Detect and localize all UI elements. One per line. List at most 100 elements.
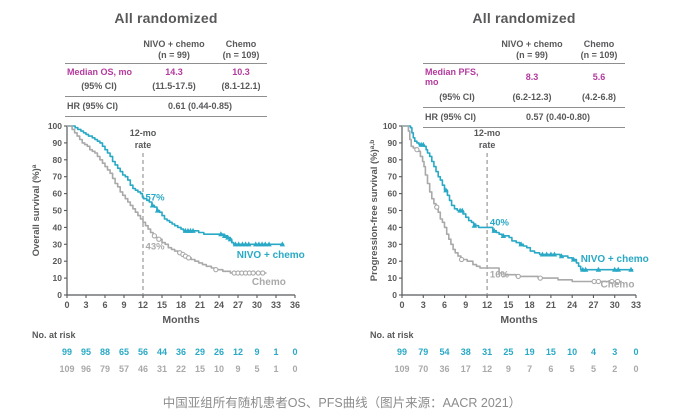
at-risk-value-chemo: 79 xyxy=(100,364,110,374)
censor-mark-circle xyxy=(185,255,192,261)
at-risk-value-nivo: 4 xyxy=(591,347,596,357)
at-risk-value-chemo: 2 xyxy=(612,364,617,374)
x-tick-label: 30 xyxy=(610,300,620,310)
at-risk-value-chemo: 36 xyxy=(440,364,450,374)
y-tick-label: 20 xyxy=(53,256,63,266)
censor-mark-circle xyxy=(156,236,162,242)
ci-row: (95% CI) (6.2-12.3) (4.2-6.8) xyxy=(423,90,625,108)
series-nivo: NIVO + chemo xyxy=(402,125,649,272)
y-tick-label: 100 xyxy=(383,121,397,131)
x-tick-label: 9 xyxy=(463,300,468,310)
hr-label: HR (95% CI) xyxy=(65,96,133,117)
censor-mark-circle xyxy=(250,270,256,276)
at-risk-value-nivo: 36 xyxy=(176,347,186,357)
ref-line-12mo: 12-mo rate xyxy=(474,128,501,295)
at-risk-value-chemo: 12 xyxy=(482,364,492,374)
at-risk-value-nivo: 0 xyxy=(292,347,297,357)
censor-mark-triangle xyxy=(246,241,252,247)
at-risk-value-chemo: 0 xyxy=(633,364,638,374)
at-risk-value-chemo: 7 xyxy=(527,364,532,374)
y-tick-label: 90 xyxy=(388,138,398,148)
rate-annotation: 57% xyxy=(146,192,166,203)
x-tick-label: 15 xyxy=(503,300,513,310)
x-tick-label: 24 xyxy=(214,300,224,310)
at-risk-value-chemo: 70 xyxy=(418,364,428,374)
censor-mark-triangle xyxy=(539,251,546,257)
y-tick-label: 40 xyxy=(388,222,398,232)
at-risk-value-nivo: 99 xyxy=(397,347,407,357)
series-chemo: Chemo xyxy=(402,125,635,290)
pfs-summary-table: NIVO + chemo (n = 99) Chemo (n = 109) Medi… xyxy=(423,37,625,128)
censor-mark-triangle xyxy=(491,227,497,233)
series-label-chemo: Chemo xyxy=(601,279,635,290)
chemo-column-header: Chemo (n = 109) xyxy=(573,37,625,64)
y-tick-label: 70 xyxy=(388,172,398,182)
censor-mark-triangle xyxy=(149,202,156,208)
censor-mark-triangle xyxy=(628,266,634,272)
y-axis-label: Overall survival (%)a xyxy=(31,164,42,256)
at-risk-value-nivo: 31 xyxy=(482,347,492,357)
axes: 0 10 20 30 40 50 60 70 80 90 100 0 3 6 9 12 15 18 21 24 27 30… xyxy=(383,121,641,310)
at-risk-value-nivo: 88 xyxy=(100,347,110,357)
x-tick-label: 27 xyxy=(233,300,243,310)
x-tick-label: 33 xyxy=(631,300,641,310)
censor-mark-triangle xyxy=(218,231,224,237)
chemo-column-header: Chemo (n = 109) xyxy=(215,37,267,64)
hr-row: HR (95% CI) 0.57 (0.40-0.80) xyxy=(423,107,625,128)
x-tick-label: 0 xyxy=(64,300,69,310)
x-axis-label: Months xyxy=(162,314,199,326)
censor-mark-triangle xyxy=(443,187,449,193)
x-tick-label: 27 xyxy=(588,300,598,310)
x-tick-label: 3 xyxy=(83,300,88,310)
censor-mark-triangle xyxy=(548,251,554,257)
y-tick-label: 40 xyxy=(53,222,63,232)
os-panel: All randomized NIVO + chemo (n = 99) Chem… xyxy=(30,0,364,382)
censor-mark-circle xyxy=(255,270,261,276)
at-risk-value-chemo: 0 xyxy=(292,364,297,374)
at-risk-value-chemo: 46 xyxy=(138,364,148,374)
chemo-column-n: (n = 109) xyxy=(580,49,618,60)
at-risk-value-nivo: 95 xyxy=(81,347,91,357)
censor-mark-triangle xyxy=(543,251,550,257)
censor-mark-triangle xyxy=(190,227,196,233)
ref-line-label: rate xyxy=(479,140,496,150)
at-risk-value-nivo: 56 xyxy=(138,347,148,357)
censor-mark-triangle xyxy=(570,256,577,262)
censor-mark-triangle xyxy=(222,232,228,238)
censor-mark-triangle xyxy=(266,241,272,247)
x-tick-label: 12 xyxy=(482,300,492,310)
at-risk-value-chemo: 10 xyxy=(214,364,224,374)
at-risk-label: No. at risk xyxy=(32,330,77,340)
x-tick-label: 21 xyxy=(195,300,205,310)
nivo-column-header: NIVO + chemo (n = 99) xyxy=(133,37,215,64)
censor-mark-circle xyxy=(500,272,507,278)
at-risk-value-chemo: 17 xyxy=(461,364,471,374)
y-tick-label: 0 xyxy=(57,290,62,300)
censor-mark-circle xyxy=(537,275,543,281)
ref-line-label: rate xyxy=(135,140,152,150)
x-tick-label: 18 xyxy=(525,300,535,310)
series-nivo: NIVO + chemo xyxy=(67,125,305,261)
x-tick-label: 33 xyxy=(271,300,281,310)
censor-mark-triangle xyxy=(235,241,242,247)
rate-annotation: 40% xyxy=(490,218,510,229)
x-tick-label: 24 xyxy=(567,300,577,310)
hr-row: HR (95% CI) 0.61 (0.44-0.85) xyxy=(65,96,267,117)
ref-line-12mo: 12-mo rate xyxy=(130,128,157,295)
pfs-panel: All randomized NIVO + chemo (n = 99) Chem… xyxy=(368,0,684,382)
rate-annotation: 43% xyxy=(146,241,166,252)
y-tick-label: 50 xyxy=(388,206,398,216)
at-risk-label: No. at risk xyxy=(370,330,415,340)
ref-line-label: 12-mo xyxy=(130,128,157,138)
y-tick-label: 10 xyxy=(53,273,63,283)
series-label-nivo: NIVO + chemo xyxy=(581,254,649,265)
at-risk-value-chemo: 96 xyxy=(81,364,91,374)
censor-mark-triangle xyxy=(551,251,558,257)
ci-nivo-value: (6.2-12.3) xyxy=(491,90,573,108)
nivo-column-header: NIVO + chemo (n = 99) xyxy=(491,37,573,64)
hr-value: 0.61 (0.44-0.85) xyxy=(133,96,267,117)
median-nivo-value: 14.3 xyxy=(165,66,183,77)
